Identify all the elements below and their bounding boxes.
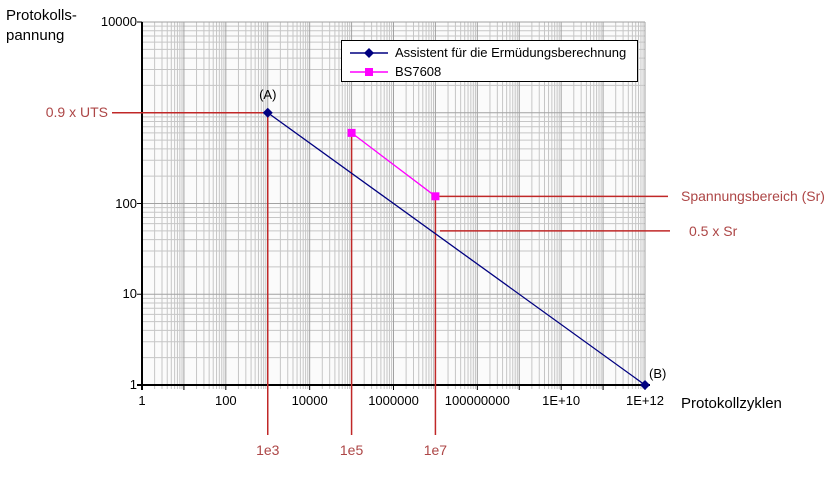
y-tick-label: 10 [122, 286, 137, 302]
x-tick-label: 100000000 [444, 393, 510, 408]
x-tick-label: 10000 [291, 393, 328, 408]
legend: Assistent für die Ermüdungsberechnung BS… [341, 40, 638, 82]
legend-label-bs7608: BS7608 [395, 64, 442, 79]
point-label-b: (B) [649, 366, 667, 381]
legend-label-assistent: Assistent für die Ermüdungsberechnung [395, 45, 627, 60]
x-tick-label: 1E+12 [626, 393, 664, 408]
legend-item-assistent: Assistent für die Ermüdungsberechnung [348, 43, 637, 62]
legend-diamond-marker-icon [350, 47, 388, 58]
y-tick-label: 10000 [100, 14, 137, 29]
x-tick-label: 1000000 [368, 393, 419, 408]
x-tick-label: 1E+10 [542, 393, 581, 408]
y-tick-label: 1 [129, 377, 137, 392]
y-axis-title: Protokolls- pannung [6, 6, 77, 46]
x-tick-label: 1 [138, 393, 146, 408]
y-tick-label: 100 [115, 195, 137, 211]
legend-item-bs7608: BS7608 [348, 62, 637, 81]
y-axis-title-line2: pannung [6, 27, 65, 44]
sr-annotation-label: Spannungsbereich (Sr) [681, 188, 825, 205]
cycle-marker-label-1e5: 1e5 [339, 442, 364, 458]
point-label-a: (A) [259, 86, 277, 102]
legend-square-marker-icon [350, 67, 388, 76]
x-axis-title: Protokollzyklen [681, 395, 782, 412]
x-tick-label: 100 [214, 393, 237, 408]
uts-annotation-label: 0.9 x UTS [45, 103, 108, 120]
half-sr-annotation-label: 0.5 x Sr [689, 222, 738, 239]
cycle-marker-label-1e3: 1e3 [256, 442, 280, 458]
cycle-marker-label-1e7: 1e7 [423, 442, 448, 458]
y-axis-title-line1: Protokolls- [6, 7, 77, 24]
